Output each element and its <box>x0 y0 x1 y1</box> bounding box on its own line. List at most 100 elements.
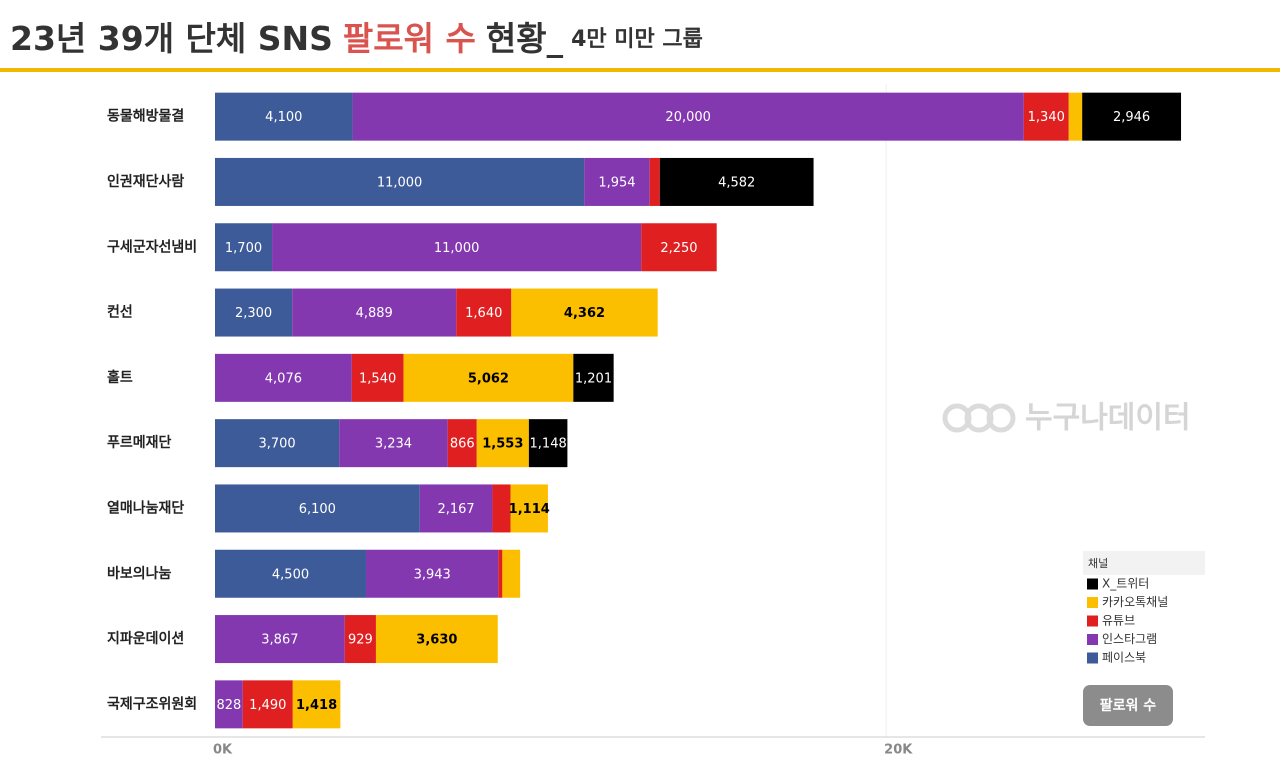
subtitle: 4만 미만 그룹 <box>571 27 703 52</box>
data-label: 11,000 <box>434 241 480 256</box>
bar-segment <box>215 615 345 664</box>
y-tick-label: 푸르메재단 <box>107 434 172 451</box>
legend-label: 인스타그램 <box>1102 632 1157 646</box>
button[interactable] <box>1083 685 1173 726</box>
bar-segment <box>498 549 503 598</box>
bar-segment <box>242 680 293 729</box>
y-tick-label: 동물해방물결 <box>107 108 184 125</box>
bar-segment <box>403 353 574 402</box>
bar-segment <box>476 419 529 468</box>
data-label: 1,540 <box>359 371 396 386</box>
title-end: 현황_ <box>486 19 564 58</box>
data-label: 4,100 <box>265 110 302 125</box>
bar-segment <box>215 92 353 141</box>
data-label: 1,553 <box>482 437 523 452</box>
data-label: 6,100 <box>299 502 336 517</box>
bar-segment <box>344 615 376 664</box>
bar-segment <box>447 419 477 468</box>
data-label: 3,234 <box>375 437 412 452</box>
data-label: 1,340 <box>1028 110 1065 125</box>
title-rule <box>0 68 1280 72</box>
bar-segment <box>573 353 614 402</box>
bar-segment <box>510 484 548 533</box>
data-label: 3,867 <box>261 633 298 648</box>
bar-segment <box>659 157 814 206</box>
bar-segment <box>215 157 585 206</box>
data-label: 2,167 <box>437 502 474 517</box>
bar-segment <box>456 288 512 337</box>
data-label: 5,062 <box>468 371 509 386</box>
bar-segment <box>215 223 273 272</box>
watermark-text: 누구나데이터 <box>1025 401 1191 436</box>
data-label: 4,889 <box>356 306 393 321</box>
y-tick-label: 홀트 <box>107 369 133 386</box>
bar-segment <box>215 353 352 402</box>
bar-segment <box>215 484 420 533</box>
button-label[interactable]: 팔로워 수 <box>1100 697 1157 714</box>
data-label: 1,640 <box>465 306 502 321</box>
data-label: 2,946 <box>1113 110 1150 125</box>
legend-swatch <box>1087 652 1098 664</box>
bar-segment <box>272 223 642 272</box>
watermark: 누구나데이터 <box>942 401 1191 436</box>
data-label: 1,114 <box>509 502 550 517</box>
bar-segment <box>215 419 340 468</box>
bar-segment <box>292 288 457 337</box>
title-highlight: 팔로워 수 <box>343 19 476 58</box>
data-label: 866 <box>450 437 475 452</box>
bar-segment <box>339 419 448 468</box>
y-tick-label: 바보의나눔 <box>107 565 172 582</box>
data-label: 1,201 <box>575 371 612 386</box>
y-tick-label: 컨선 <box>107 304 133 321</box>
y-tick-label: 인권재단사람 <box>107 173 184 190</box>
legend-title: 채널 <box>1088 557 1108 570</box>
bar-segment <box>352 92 1024 141</box>
x-tick-label: 20K <box>884 743 913 758</box>
y-tick-label: 구세군자선냄비 <box>107 239 197 255</box>
x-tick-label: 0K <box>213 743 233 758</box>
bar-segment <box>502 549 521 598</box>
legend-swatch <box>1087 615 1098 627</box>
data-label: 2,300 <box>235 306 272 321</box>
data-label: 20,000 <box>665 110 711 125</box>
bar-segment <box>649 157 660 206</box>
data-label: 11,000 <box>377 175 423 190</box>
legend-swatch <box>1087 634 1098 645</box>
data-label: 1,148 <box>530 437 567 452</box>
data-label: 828 <box>216 698 241 713</box>
data-label: 2,250 <box>660 241 697 256</box>
legend-header <box>1083 551 1205 575</box>
data-label: 4,362 <box>564 306 605 321</box>
bar-segment <box>492 484 511 533</box>
bar-segment <box>215 549 367 598</box>
y-tick-label: 지파운데이션 <box>107 630 184 647</box>
legend-label: 유튜브 <box>1102 614 1135 628</box>
legend-label: 페이스북 <box>1102 651 1146 665</box>
bar-segment <box>351 353 404 402</box>
bar-segment <box>215 288 293 337</box>
data-label: 4,582 <box>718 175 755 190</box>
legend-swatch <box>1087 597 1098 608</box>
bar-segment <box>419 484 493 533</box>
y-tick-label: 국제구조위원회 <box>107 696 197 712</box>
bar-segment <box>1023 92 1069 141</box>
watermark-icon <box>986 403 1016 433</box>
data-label: 4,076 <box>265 371 302 386</box>
legend-label: X_트위터 <box>1102 577 1149 591</box>
bar-segment <box>584 157 650 206</box>
bar-segment <box>375 615 498 664</box>
y-tick-label: 열매나눔재단 <box>107 499 184 516</box>
data-label: 1,700 <box>225 241 262 256</box>
data-label: 1,954 <box>598 175 635 190</box>
data-label: 1,418 <box>296 698 337 713</box>
bar-segment <box>292 680 341 729</box>
watermark-icon <box>964 403 994 433</box>
legend-label: 카카오톡채널 <box>1102 595 1168 609</box>
bar-segment <box>1082 92 1182 141</box>
bar-segment <box>511 288 658 337</box>
data-label: 4,500 <box>272 567 309 582</box>
bar-segment <box>215 680 243 729</box>
data-label: 3,630 <box>416 633 457 648</box>
